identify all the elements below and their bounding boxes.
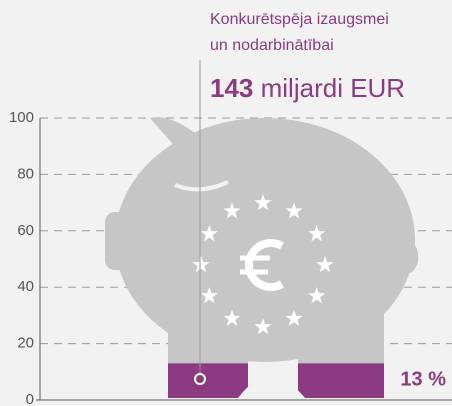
star xyxy=(223,202,241,219)
star xyxy=(200,287,218,304)
coin-slot xyxy=(174,180,229,192)
amount-value: 143 xyxy=(210,73,253,103)
euro-icon xyxy=(240,239,285,291)
eu-stars xyxy=(192,194,334,335)
y-tick-label: 20 xyxy=(17,335,34,352)
star xyxy=(192,256,210,273)
amount: 143 miljardi EUR xyxy=(210,73,405,103)
pig-body xyxy=(105,117,419,398)
y-tick-label: 60 xyxy=(17,222,34,239)
title-line: un nodarbinātībai xyxy=(210,37,334,54)
y-tick-label: 40 xyxy=(17,278,34,295)
star xyxy=(285,309,303,326)
value-label: 13 % xyxy=(400,368,446,390)
star xyxy=(308,225,326,242)
star xyxy=(316,256,334,273)
star xyxy=(308,287,326,304)
star xyxy=(200,225,218,242)
pointer-dot xyxy=(194,373,206,385)
title-line: Konkurētspēja izaugsmei xyxy=(210,11,389,28)
piggy-bank xyxy=(105,117,419,398)
y-tick-label: 0 xyxy=(26,391,34,406)
star xyxy=(223,309,241,326)
amount-unit: miljardi EUR xyxy=(261,73,405,103)
star xyxy=(254,318,272,335)
star xyxy=(254,194,272,211)
y-tick-label: 80 xyxy=(17,165,34,182)
y-tick-label: 100 xyxy=(9,109,34,126)
star xyxy=(285,202,303,219)
leg-gap xyxy=(238,376,305,398)
